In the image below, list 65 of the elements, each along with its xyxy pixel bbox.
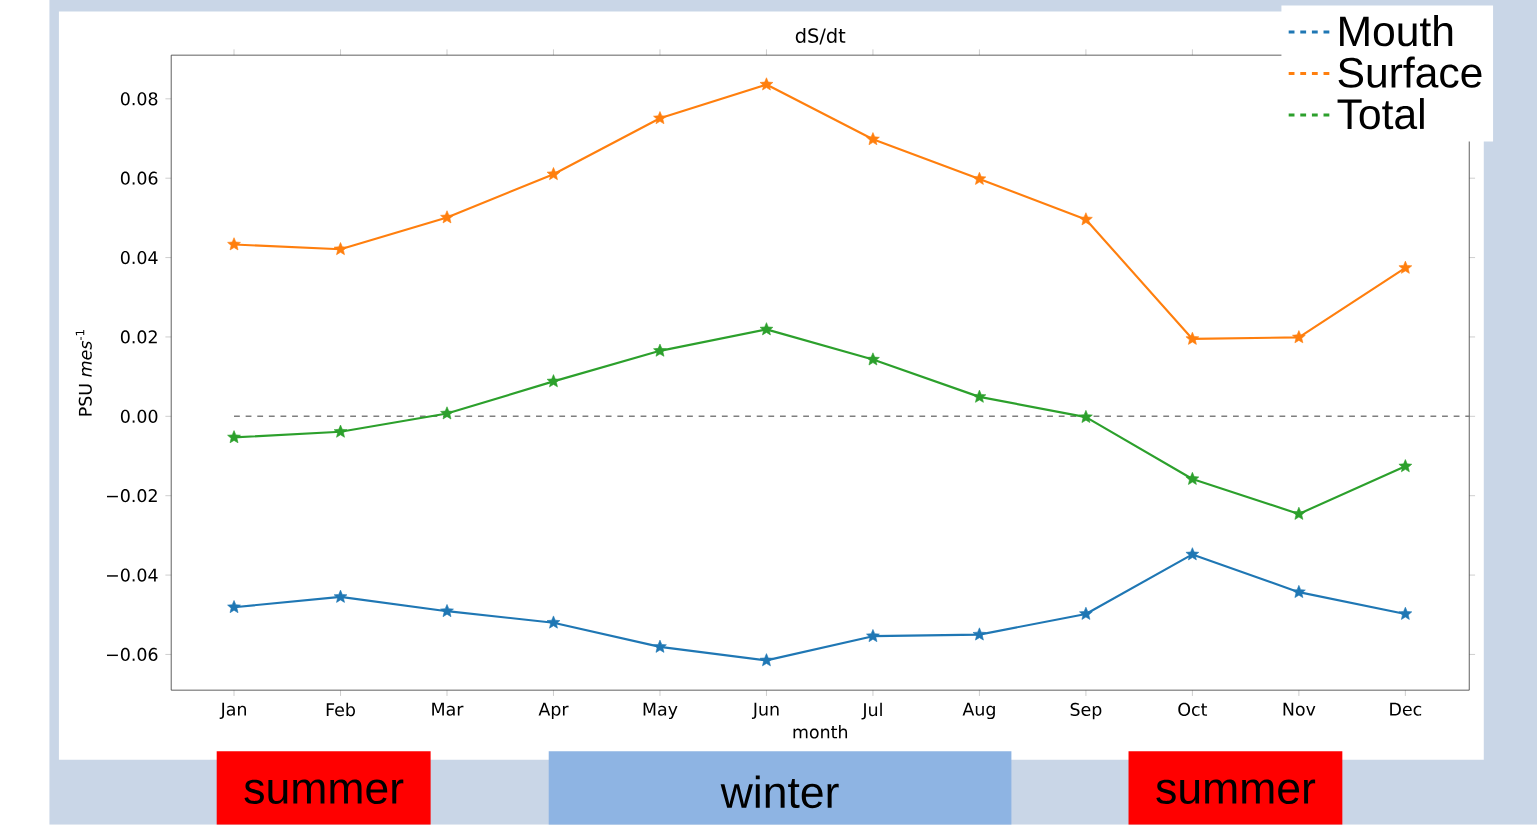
x-tick-label: Apr — [538, 702, 569, 720]
point — [1079, 410, 1093, 424]
text: summer — [244, 779, 404, 805]
point — [1292, 507, 1306, 520]
point — [972, 172, 987, 185]
point — [546, 167, 561, 181]
point — [759, 77, 774, 91]
point — [1398, 459, 1413, 473]
point — [227, 600, 241, 614]
y-axis-title: PSU mes$^{-1}$ — [75, 330, 92, 416]
y-tick-label: 0.00 — [120, 409, 158, 424]
point — [1185, 332, 1200, 345]
point — [653, 639, 667, 653]
x-tick-label: Sep — [1070, 702, 1102, 720]
point — [759, 653, 774, 667]
y-tick-label: −0.02 — [107, 489, 157, 503]
point — [1185, 547, 1200, 561]
point — [866, 352, 880, 366]
x-tick-label: Jan — [219, 702, 246, 720]
x-tick-label: Dec — [1390, 702, 1422, 716]
x-tick-label: Jul — [861, 702, 882, 720]
chart-title: dS/dt — [795, 28, 846, 45]
point — [1292, 585, 1306, 599]
point — [546, 615, 561, 629]
x-tick-label: May — [643, 702, 678, 720]
point — [759, 322, 774, 336]
legend-label: Total — [1337, 98, 1424, 130]
x-tick-label: Feb — [326, 702, 355, 717]
point — [1398, 607, 1413, 620]
point — [972, 389, 987, 403]
point — [866, 629, 880, 643]
y-tick-label: 0.08 — [120, 92, 158, 106]
y-tick-label: 0.04 — [120, 251, 158, 265]
y-tick-label: −0.04 — [107, 568, 158, 582]
y-tick-label: 0.02 — [120, 330, 157, 344]
point — [1079, 212, 1093, 226]
x-tick-label: Aug — [962, 702, 995, 720]
x-tick-label: Mar — [432, 702, 464, 716]
point — [972, 627, 987, 641]
x-tick-label: Nov — [1283, 702, 1316, 716]
y-tick-label: 0.06 — [120, 171, 158, 185]
x-tick-label: Oct — [1178, 702, 1208, 717]
text: winter — [720, 775, 839, 809]
point — [440, 210, 454, 224]
point — [440, 406, 454, 420]
text: summer — [1156, 779, 1316, 805]
y-tick-label: −0.06 — [107, 647, 158, 662]
point — [546, 374, 561, 388]
point — [227, 430, 241, 444]
legend-label: Mouth — [1340, 15, 1453, 47]
point — [1292, 330, 1306, 344]
point — [333, 589, 348, 603]
point — [1079, 607, 1093, 620]
point — [440, 604, 454, 618]
point — [653, 343, 667, 357]
legend-label: Surface — [1338, 56, 1482, 88]
point — [1185, 472, 1200, 485]
x-axis-title: month — [793, 725, 848, 739]
point — [333, 424, 348, 438]
point — [333, 242, 348, 256]
point — [1398, 260, 1413, 274]
point — [227, 237, 241, 251]
point — [866, 132, 880, 146]
point — [653, 111, 667, 125]
x-tick-label: Jun — [751, 702, 779, 720]
